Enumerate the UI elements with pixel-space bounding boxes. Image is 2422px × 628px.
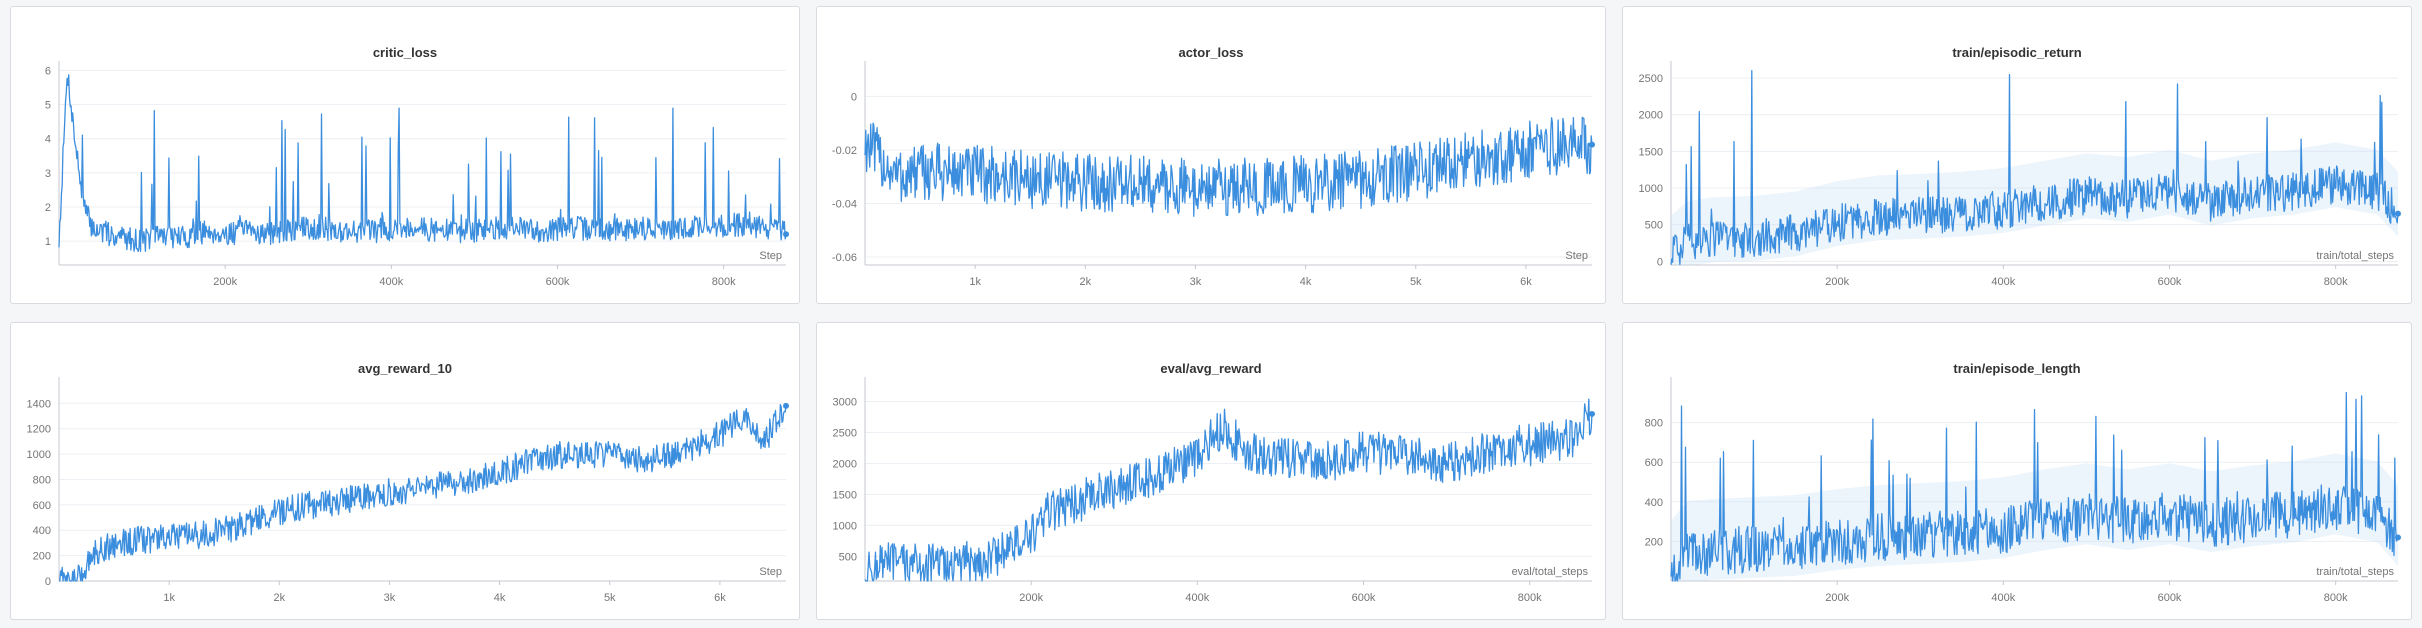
chart-critic-loss[interactable]: 1 2 3 4 5 6 200k 400k 600k 800k Step [11, 7, 801, 305]
x-tick-label: 200k [1825, 592, 1849, 604]
y-tick-label: -0.04 [832, 198, 857, 210]
series-line [58, 74, 787, 253]
x-axis-label: Step [759, 250, 782, 262]
x-tick-label: 800k [712, 276, 736, 288]
x-tick-label: 5k [1410, 276, 1422, 288]
y-tick-label: 600 [1645, 457, 1663, 469]
x-tick-label: 600k [2158, 276, 2182, 288]
x-tick-label: 1k [969, 276, 981, 288]
x-tick-label: 200k [1019, 592, 1043, 604]
y-tick-label: 6 [45, 65, 51, 77]
x-tick-label: 400k [379, 276, 403, 288]
y-tick-label: 800 [1645, 418, 1663, 430]
series-line [1670, 70, 2399, 266]
y-tick-label: 1400 [27, 398, 51, 410]
x-tick-label: 400k [1991, 276, 2015, 288]
y-tick-label: 800 [33, 474, 51, 486]
chart-title: eval/avg_reward [1160, 361, 1262, 376]
x-axis-label: Step [759, 566, 782, 578]
x-tick-label: 6k [714, 592, 726, 604]
x-tick-label: 3k [384, 592, 396, 604]
x-tick-label: 400k [1991, 592, 2015, 604]
y-tick-label: 1000 [833, 520, 857, 532]
series-line [864, 398, 1593, 582]
y-tick-label: 3000 [833, 397, 857, 409]
x-tick-label: 4k [1300, 276, 1312, 288]
last-value-point [2395, 210, 2401, 217]
chart-title: avg_reward_10 [358, 361, 452, 376]
y-tick-label: 2000 [1639, 110, 1663, 122]
chart-title: actor_loss [1178, 45, 1244, 60]
y-tick-label: 2000 [833, 458, 857, 470]
y-tick-label: 2500 [1639, 73, 1663, 85]
y-tick-label: 1000 [1639, 183, 1663, 195]
x-tick-label: 600k [546, 276, 570, 288]
y-tick-label: 500 [1645, 220, 1663, 232]
series-line [864, 116, 1593, 217]
x-axis-label: train/total_steps [2316, 250, 2394, 262]
chart-title: train/episodic_return [1952, 45, 2082, 60]
y-tick-label: 1 [45, 236, 51, 248]
y-tick-label: 5 [45, 100, 51, 112]
x-tick-label: 6k [1520, 276, 1532, 288]
x-tick-label: 3k [1190, 276, 1202, 288]
y-tick-label: 400 [1645, 497, 1663, 509]
y-tick-label: 1500 [833, 489, 857, 501]
chart-panel-eval-avg-reward[interactable]: eval/avg_reward 500 1000 1500 2000 2500 3000 2… [816, 322, 1606, 620]
chart-avg-reward-10[interactable]: 0 200 400 600 800 1000 1200 1400 1k 2k 3k 4k 5k 6k Ste… [11, 323, 801, 621]
y-tick-label: 1200 [27, 424, 51, 436]
y-tick-label: 4 [45, 134, 51, 146]
x-tick-label: 200k [213, 276, 237, 288]
chart-title: train/episode_length [1953, 361, 2081, 376]
chart-actor-loss[interactable]: 0 -0.02 -0.04 -0.06 1k 2k 3k 4k 5k 6k Step [817, 7, 1607, 305]
last-value-point [2395, 534, 2401, 541]
series-line [1670, 391, 2399, 582]
x-tick-label: 400k [1185, 592, 1209, 604]
y-tick-label: 3 [45, 168, 51, 180]
y-tick-label: 400 [33, 525, 51, 537]
y-tick-label: 2500 [833, 428, 857, 440]
x-tick-label: 1k [163, 592, 175, 604]
y-tick-label: 0 [851, 91, 857, 103]
x-tick-label: 800k [1518, 592, 1542, 604]
x-tick-label: 2k [273, 592, 285, 604]
y-tick-label: 1500 [1639, 146, 1663, 158]
x-axis-label: Step [1565, 250, 1588, 262]
y-tick-label: 200 [33, 551, 51, 563]
x-tick-label: 5k [604, 592, 616, 604]
last-value-point [783, 402, 789, 409]
last-value-point [1589, 141, 1595, 148]
x-tick-label: 600k [1352, 592, 1376, 604]
x-tick-label: 800k [2324, 276, 2348, 288]
y-tick-label: 500 [839, 551, 857, 563]
y-tick-label: 0 [1657, 256, 1663, 268]
last-value-point [783, 231, 789, 238]
y-tick-label: 200 [1645, 536, 1663, 548]
chart-panel-episode-length[interactable]: train/episode_length 200 400 600 800 200k 400… [1622, 322, 2412, 620]
x-tick-label: 4k [494, 592, 506, 604]
x-tick-label: 800k [2324, 592, 2348, 604]
x-tick-label: 200k [1825, 276, 1849, 288]
chart-panel-critic-loss[interactable]: critic_loss 1 2 3 4 5 6 200k 400k 600k 800k Step [10, 6, 800, 304]
chart-panel-avg-reward-10[interactable]: avg_reward_10 0 200 400 600 800 1000 1200 1400 1… [10, 322, 800, 620]
y-tick-label: -0.06 [832, 252, 857, 264]
chart-episode-length[interactable]: 200 400 600 800 200k 400k 600k 800k train/total_… [1623, 323, 2413, 621]
x-axis-label: train/total_steps [2316, 566, 2394, 578]
last-value-point [1589, 410, 1595, 417]
y-tick-label: 2 [45, 202, 51, 214]
y-tick-label: -0.02 [832, 145, 857, 157]
y-tick-label: 1000 [27, 449, 51, 461]
chart-panel-episodic-return[interactable]: train/episodic_return 0 500 1000 1500 2000 25… [1622, 6, 2412, 304]
chart-title: critic_loss [372, 45, 438, 60]
x-tick-label: 2k [1079, 276, 1091, 288]
y-tick-label: 0 [45, 576, 51, 588]
x-tick-label: 600k [2158, 592, 2182, 604]
chart-panel-actor-loss[interactable]: actor_loss 0 -0.02 -0.04 -0.06 1k 2k 3k 4k 5k 6k S… [816, 6, 1606, 304]
x-axis-label: eval/total_steps [1512, 566, 1589, 578]
chart-eval-avg-reward[interactable]: 500 1000 1500 2000 2500 3000 200k 400k 600k 800k e… [817, 323, 1607, 621]
series-line [59, 403, 787, 582]
y-tick-label: 600 [33, 500, 51, 512]
